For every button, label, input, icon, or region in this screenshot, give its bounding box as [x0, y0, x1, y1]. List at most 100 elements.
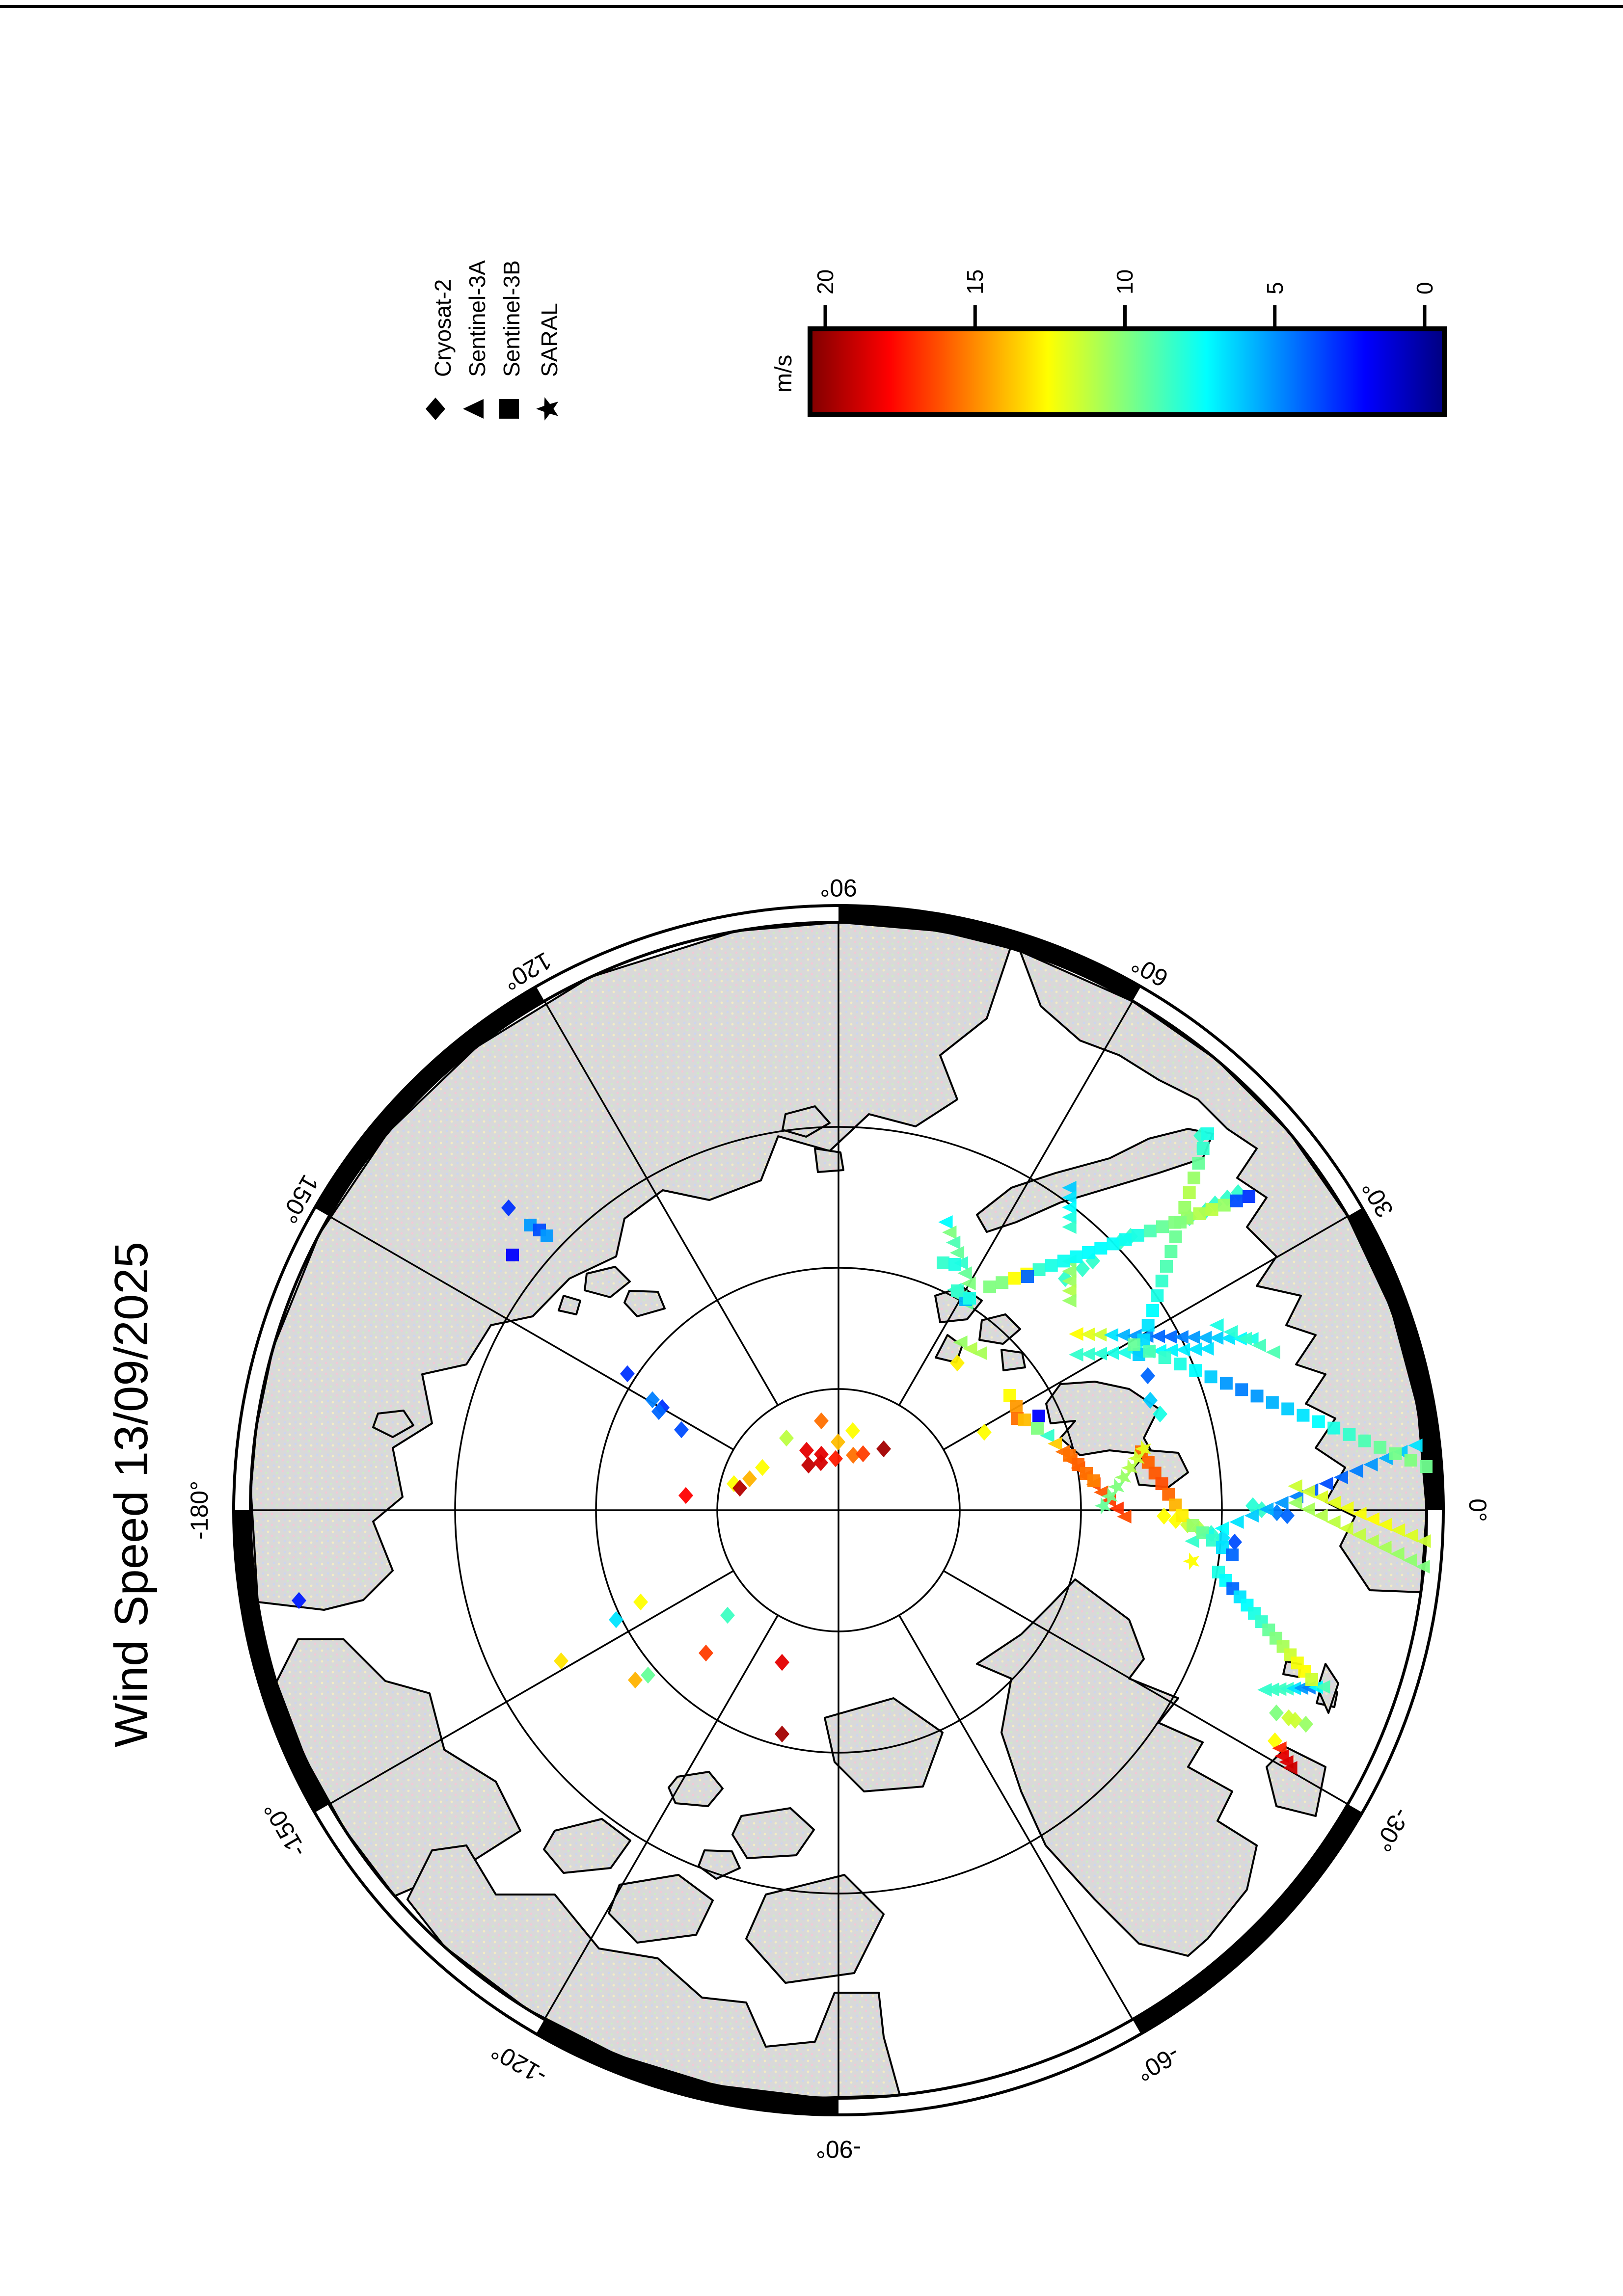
- data-marker-triangle: [1364, 1534, 1379, 1548]
- data-marker-triangle: [1251, 1338, 1266, 1353]
- land-layer: [250, 921, 1428, 2099]
- data-marker-triangle: [1062, 1191, 1077, 1204]
- data-marker-triangle: [1272, 1741, 1287, 1755]
- data-marker-square: [1141, 1456, 1155, 1469]
- data-marker-triangle: [1223, 1325, 1238, 1339]
- rim-longitude-label: -90°: [816, 2136, 861, 2163]
- meridian-spoke: [328, 1570, 734, 1805]
- data-marker-star: [1114, 1468, 1132, 1486]
- data-marker-square: [1151, 1289, 1164, 1302]
- data-marker-triangle: [1271, 1682, 1287, 1696]
- data-marker-star: [1135, 1440, 1152, 1458]
- polar-map: 90°120°150°-180°-150°-120°-90°-60°-30°0°…: [186, 874, 1491, 2163]
- data-marker-triangle: [963, 1342, 977, 1356]
- data-marker-triangle: [1408, 1439, 1423, 1452]
- data-marker-diamond: [813, 1454, 828, 1471]
- data-marker-square: [1143, 1345, 1156, 1358]
- data-marker-square: [1327, 1421, 1341, 1435]
- coastline-landmass: [372, 1410, 414, 1438]
- data-marker-triangle: [949, 1246, 965, 1260]
- data-marker-square: [1160, 1260, 1173, 1273]
- data-marker-diamond: [1288, 1711, 1302, 1729]
- meridian-spoke: [898, 1615, 1134, 2020]
- data-marker-diamond: [779, 1429, 794, 1447]
- data-marker-square: [1374, 1441, 1387, 1454]
- legend-label-saral: SARAL: [537, 303, 562, 377]
- data-marker-square: [1156, 1220, 1169, 1233]
- data-marker-triangle: [1047, 1437, 1062, 1451]
- data-marker-triangle: [1294, 1681, 1308, 1695]
- data-marker-triangle: [1319, 1477, 1333, 1491]
- data-marker-square: [1155, 1275, 1168, 1287]
- rim-longitude-label: -150°: [258, 1797, 312, 1862]
- data-marker-triangle: [1283, 1761, 1298, 1775]
- data-marker-diamond: [1143, 1391, 1158, 1409]
- colorbar-tick-label-15: 15: [962, 269, 988, 294]
- data-marker-triangle: [1150, 1329, 1165, 1343]
- data-marker-triangle: [1117, 1510, 1132, 1523]
- coastline-landmass: [623, 1290, 666, 1317]
- data-marker-star: [1108, 1478, 1125, 1496]
- data-marker-diamond: [633, 1593, 648, 1611]
- data-marker-triangle: [1104, 1346, 1119, 1360]
- data-marker-triangle: [1404, 1528, 1418, 1543]
- data-marker-square: [1003, 1389, 1016, 1402]
- data-marker-triangle: [1209, 1331, 1224, 1345]
- data-marker-triangle: [1062, 1274, 1077, 1288]
- data-marker-triangle: [1352, 1528, 1366, 1542]
- data-marker-triangle: [1188, 1342, 1202, 1357]
- data-marker-triangle: [1104, 1328, 1118, 1342]
- data-marker-square: [1297, 1409, 1310, 1422]
- coastline-landmass: [731, 1807, 815, 1859]
- data-marker-square: [1266, 1396, 1279, 1409]
- colorbar: 20 15 10 5 0 m/s: [771, 269, 1447, 417]
- data-marker-triangle: [1288, 1496, 1302, 1510]
- data-marker-triangle: [961, 1277, 976, 1290]
- data-marker-square: [1192, 1157, 1205, 1170]
- data-marker-diamond: [950, 1354, 965, 1372]
- data-marker-diamond: [645, 1391, 660, 1409]
- data-marker-square: [1133, 1348, 1145, 1361]
- data-marker-square: [1169, 1230, 1182, 1243]
- data-marker-square: [1164, 1245, 1178, 1258]
- data-marker-triangle: [1185, 1534, 1199, 1548]
- data-marker-triangle: [1209, 1318, 1224, 1332]
- data-marker-diamond: [620, 1365, 635, 1383]
- data-marker-triangle: [1109, 1501, 1124, 1516]
- data-marker-triangle: [1062, 1294, 1077, 1308]
- coastline-landmass: [976, 1578, 1258, 1957]
- data-marker-triangle: [1377, 1541, 1392, 1554]
- coastline-landmass: [824, 1697, 944, 1792]
- data-marker-triangle: [1237, 1332, 1252, 1346]
- coastline-landmass: [250, 921, 1011, 1611]
- data-marker-diamond: [1075, 1260, 1090, 1278]
- data-marker-square: [937, 1256, 949, 1269]
- data-marker-diamond: [1227, 1533, 1242, 1551]
- colorbar-tick-label-0: 0: [1412, 282, 1437, 294]
- data-marker-diamond: [628, 1671, 643, 1689]
- data-marker-diamond: [775, 1654, 789, 1671]
- map-frame-ring: [232, 904, 1445, 2116]
- data-marker-square: [1201, 1127, 1214, 1140]
- rim-circle: [232, 904, 1445, 2116]
- data-marker-square: [1008, 1272, 1021, 1285]
- data-marker-triangle: [938, 1215, 953, 1229]
- data-marker-diamond: [1268, 1732, 1282, 1750]
- data-marker-triangle: [1062, 1201, 1077, 1214]
- data-marker-square: [1146, 1304, 1159, 1317]
- data-marker-diamond: [742, 1470, 757, 1488]
- data-marker-triangle: [942, 1225, 957, 1239]
- data-marker-triangle: [1365, 1512, 1380, 1526]
- data-marker-square: [1141, 1319, 1155, 1332]
- rim-black-arc-segment: [234, 1510, 329, 1813]
- data-marker-square: [1032, 1410, 1045, 1422]
- coastline-landmass: [608, 1874, 714, 1944]
- data-marker-triangle: [957, 1266, 972, 1281]
- data-marker-square: [1107, 1237, 1120, 1251]
- data-marker-star: [1094, 1497, 1111, 1515]
- data-marker-triangle: [1378, 1518, 1392, 1532]
- data-marker-diamond: [1153, 1405, 1167, 1423]
- data-marker-diamond: [755, 1459, 770, 1476]
